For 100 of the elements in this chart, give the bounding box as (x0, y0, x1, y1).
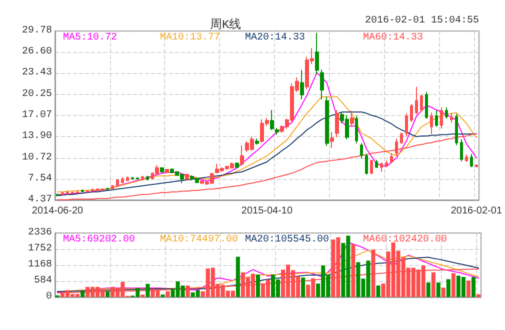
y-tick-label: 13.90 (22, 131, 52, 142)
candlestick (470, 153, 473, 168)
candlestick (430, 112, 433, 134)
candlestick (155, 164, 159, 176)
candlestick (405, 112, 408, 136)
candlestick (360, 142, 363, 160)
candlestick (56, 193, 59, 196)
text: 2016-02-01 15:04:55 (364, 16, 480, 26)
candlestick (126, 176, 129, 182)
bar (236, 256, 240, 297)
y-tick-label: 29.78 (22, 26, 52, 36)
y-tick-label: 0 (46, 292, 52, 302)
y-tick-label: 1168 (28, 260, 52, 270)
y-tick-label: 26.60 (22, 46, 52, 58)
candlestick (375, 159, 378, 168)
bar (301, 278, 306, 297)
bar (256, 274, 260, 297)
candlestick (106, 187, 109, 190)
candlestick (96, 188, 99, 192)
candlestick (111, 184, 114, 190)
candlestick (141, 175, 144, 182)
bar (106, 291, 110, 297)
text: MA5:10.72 (63, 32, 118, 44)
candlestick (320, 68, 324, 100)
candlestick (101, 188, 104, 191)
candlestick (475, 164, 478, 168)
candlestick (315, 32, 319, 75)
text: MA10:74497.00 (160, 234, 238, 246)
y-tick-label: 4.37 (28, 194, 52, 206)
y-tick-label: 20.25 (22, 88, 52, 100)
candlestick (395, 138, 398, 156)
line-series (56, 96, 477, 192)
candlestick (420, 94, 423, 112)
candlestick (380, 162, 383, 172)
candlestick (350, 110, 354, 126)
candlestick (355, 116, 358, 144)
candlestick (76, 190, 79, 194)
bar (436, 282, 440, 297)
candlestick (131, 176, 134, 180)
y-tick-label: 7.54 (28, 173, 52, 184)
bar (146, 284, 150, 297)
candlestick (410, 104, 413, 122)
text: MA60:102420.00 (363, 234, 448, 246)
candlestick (425, 92, 428, 120)
text: MA5:69202.00 (63, 234, 136, 246)
candlestick (255, 138, 259, 146)
bar (476, 294, 480, 297)
bar (446, 279, 450, 297)
line-series (57, 256, 479, 292)
candlestick (415, 86, 418, 115)
text: MA10:13.77 (160, 32, 220, 44)
x-tick-label: 2014-06-20 (32, 206, 84, 216)
bar (376, 285, 380, 297)
candlestick (240, 144, 244, 166)
x-tick-label: 2015-04-10 (241, 206, 293, 216)
candlestick (270, 110, 274, 130)
candlestick (455, 114, 458, 146)
candlestick (435, 110, 438, 128)
candlestick (390, 152, 393, 164)
candlestick (325, 96, 329, 146)
text: MA20:14.33 (245, 32, 306, 44)
y-tick-label: 1752 (28, 244, 52, 254)
candlestick (121, 176, 124, 184)
candlestick (165, 168, 169, 174)
bar (471, 277, 476, 297)
candlestick (385, 160, 388, 168)
y-tick-label: 23.43 (22, 68, 52, 79)
candlestick (275, 127, 279, 136)
line-series (56, 133, 477, 200)
candlestick (66, 190, 69, 195)
x-tick-label: 2016-02-01 (450, 206, 502, 216)
bar (80, 291, 85, 297)
candlestick (335, 110, 339, 138)
candlestick (300, 70, 304, 100)
candlestick (86, 190, 89, 193)
candlestick (116, 178, 119, 187)
candlestick (61, 191, 64, 196)
candlestick (365, 153, 368, 176)
candlestick (136, 177, 139, 180)
candlestick (185, 173, 189, 180)
candlestick (465, 154, 468, 162)
y-tick-label: 2336 (28, 228, 52, 238)
y-tick-label: 584 (34, 276, 52, 286)
line-series (56, 72, 477, 195)
candlestick (235, 162, 239, 168)
text: MA60:14.33 (363, 32, 424, 44)
bar (466, 280, 470, 297)
chart-title: 周K线 (210, 18, 242, 32)
candlestick (81, 188, 84, 192)
candlestick (91, 188, 94, 192)
candlestick (445, 106, 448, 120)
candlestick (370, 159, 373, 174)
bar (441, 288, 446, 297)
y-tick-label: 10.72 (22, 152, 52, 164)
candlestick (71, 191, 74, 194)
bar (451, 273, 456, 297)
candlestick (330, 131, 334, 148)
bar (431, 272, 436, 297)
candlestick (450, 112, 453, 124)
bar (426, 282, 430, 297)
